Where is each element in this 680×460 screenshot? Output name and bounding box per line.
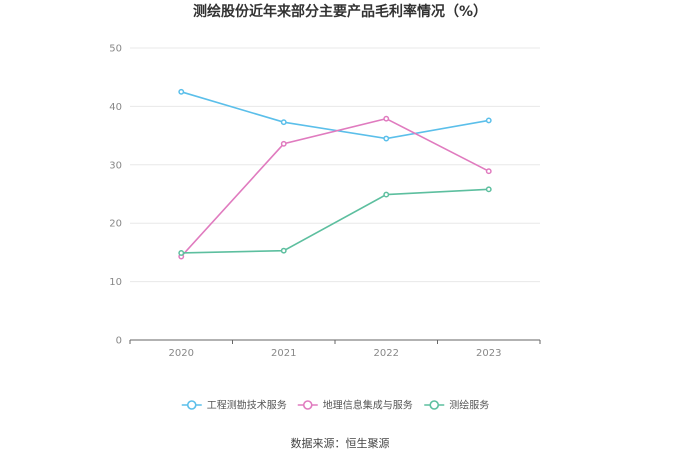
series-line <box>181 188 489 254</box>
series-layer <box>178 88 492 260</box>
legend-marker-icon <box>186 400 197 410</box>
y-tick-label: 0 <box>116 336 122 347</box>
y-tick-label: 40 <box>109 102 122 113</box>
legend-item-2[interactable]: 测绘服务 <box>424 399 489 412</box>
data-point <box>485 168 492 175</box>
data-point <box>383 115 390 122</box>
legend-item-0[interactable]: 工程测勘技术服务 <box>181 399 287 412</box>
y-tick-label: 10 <box>109 277 122 288</box>
y-tick-label: 20 <box>109 219 122 230</box>
x-tick-label: 2023 <box>476 348 501 359</box>
data-point <box>178 250 185 256</box>
y-tick-label: 30 <box>109 160 122 171</box>
data-point <box>280 247 287 254</box>
legend-marker-icon <box>302 400 313 410</box>
grid-layer <box>130 47 540 283</box>
x-tick-label: 2022 <box>374 348 399 359</box>
data-point <box>280 119 287 126</box>
chart-title: 测绘股份近年来部分主要产品毛利率情况（%） <box>193 3 487 20</box>
data-point <box>485 186 492 193</box>
series-2 <box>178 186 492 256</box>
series-line <box>181 91 489 140</box>
data-point <box>485 117 492 124</box>
legend-item-1[interactable]: 地理信息集成与服务 <box>297 399 413 412</box>
x-tick-label: 2020 <box>169 348 194 359</box>
x-tick-label: 2021 <box>271 348 296 359</box>
legend-label: 地理信息集成与服务 <box>323 399 413 412</box>
data-point <box>383 191 390 198</box>
data-point <box>280 140 287 147</box>
legend: 工程测勘技术服务 地理信息集成与服务 测绘服务 <box>181 399 489 412</box>
y-tick-label: 50 <box>109 44 122 55</box>
legend-marker-icon <box>429 400 440 410</box>
series-1 <box>178 115 492 260</box>
data-point <box>178 88 185 95</box>
legend-label: 工程测勘技术服务 <box>207 399 287 412</box>
axis-layer: 0 10 20 30 40 50 2020 2021 2022 2023 <box>109 44 541 359</box>
series-line <box>180 117 490 258</box>
data-source: 数据来源：恒生聚源 <box>291 436 390 450</box>
data-point <box>383 135 390 142</box>
series-0 <box>178 88 492 142</box>
legend-label: 测绘服务 <box>449 399 489 412</box>
